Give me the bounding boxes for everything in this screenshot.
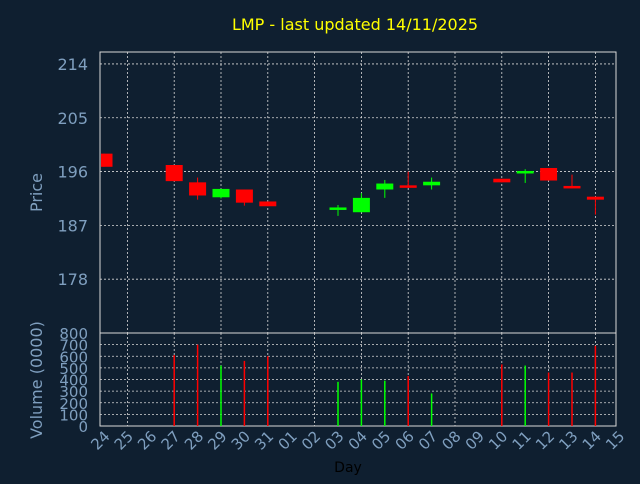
price-tick-label: 196 (57, 163, 88, 182)
x-tick-label: 01 (275, 427, 301, 453)
x-tick-label: 24 (87, 427, 113, 453)
x-tick-label: 07 (415, 427, 441, 453)
candle-body (586, 196, 604, 200)
price-plot-frame (99, 51, 617, 334)
volume-bar (524, 365, 526, 426)
x-tick-label: 11 (509, 427, 535, 453)
x-tick-label: 08 (438, 427, 464, 453)
x-tick-label: 25 (111, 427, 137, 453)
volume-tick-label: 800 (59, 325, 88, 343)
x-tick-label: 12 (532, 427, 558, 453)
volume-bar (501, 364, 503, 426)
volume-bar (571, 372, 573, 426)
x-tick-label: 29 (204, 427, 230, 453)
price-panel: 178 187 196 205 214 (57, 51, 617, 334)
x-tick-label: 30 (228, 427, 254, 453)
volume-bar (360, 379, 363, 426)
volume-tick-label: 500 (59, 360, 88, 378)
x-tick-label: 10 (485, 427, 511, 453)
candle-body (516, 170, 534, 174)
price-tick-label: 178 (57, 270, 88, 289)
volume-tick-label: 700 (59, 337, 88, 355)
candle-body (376, 183, 394, 190)
price-axis-label: Price (27, 173, 46, 212)
x-tick-label: 04 (345, 427, 371, 453)
x-tick-label: 03 (321, 427, 347, 453)
x-tick-label: 02 (298, 427, 324, 453)
chart-title: LMP - last updated 14/11/2025 (232, 15, 478, 34)
candle-body (212, 188, 230, 198)
x-tick-label: 28 (181, 427, 207, 453)
x-tick-label: 15 (602, 427, 628, 453)
x-tick-label: 09 (462, 427, 488, 453)
candle-body (423, 181, 441, 186)
x-tick-label: 31 (251, 427, 277, 453)
volume-bar (407, 376, 409, 426)
volume-bar (594, 345, 597, 426)
volume-bar (243, 360, 246, 426)
volume-tick-label: 300 (59, 383, 88, 401)
candle-body (189, 182, 207, 196)
volume-axis-label: Volume (0000) (27, 321, 46, 439)
volume-bar (220, 365, 222, 426)
candle-body (493, 178, 511, 183)
volume-bar (196, 344, 199, 426)
volume-tick-label: 100 (59, 406, 88, 424)
volume-bar (173, 355, 175, 426)
volume-bar (547, 372, 550, 426)
x-tick-label: 13 (555, 427, 581, 453)
volume-tick-label: 0 (78, 418, 88, 436)
price-tick-label: 205 (57, 109, 88, 128)
candle-body (165, 164, 183, 182)
volume-tick-label: 200 (59, 395, 88, 413)
volume-tick-label: 400 (59, 372, 88, 390)
price-tick-label: 187 (57, 216, 88, 235)
x-tick-label: 06 (392, 427, 418, 453)
volume-tick-label: 600 (59, 348, 88, 366)
x-tick-label: 27 (158, 427, 184, 453)
candle-body (563, 185, 581, 189)
volume-bar (430, 393, 433, 426)
volume-bar (337, 381, 339, 426)
volume-bar (384, 380, 386, 426)
candle-body (329, 207, 347, 210)
candle-body (352, 197, 370, 213)
x-tick-label: 14 (579, 427, 605, 453)
x-tick-label: 26 (134, 427, 160, 453)
x-tick-label: 05 (368, 427, 394, 453)
candle-body (399, 185, 417, 188)
volume-bar (267, 356, 269, 426)
x-axis-label: Day (334, 460, 362, 476)
price-tick-label: 214 (57, 55, 88, 74)
x-axis: 2425262728293031010203040506070809101112… (87, 427, 628, 453)
candle-body (540, 167, 558, 181)
candle-body (259, 201, 277, 207)
candle-body (235, 189, 253, 203)
candle-body (101, 153, 113, 167)
